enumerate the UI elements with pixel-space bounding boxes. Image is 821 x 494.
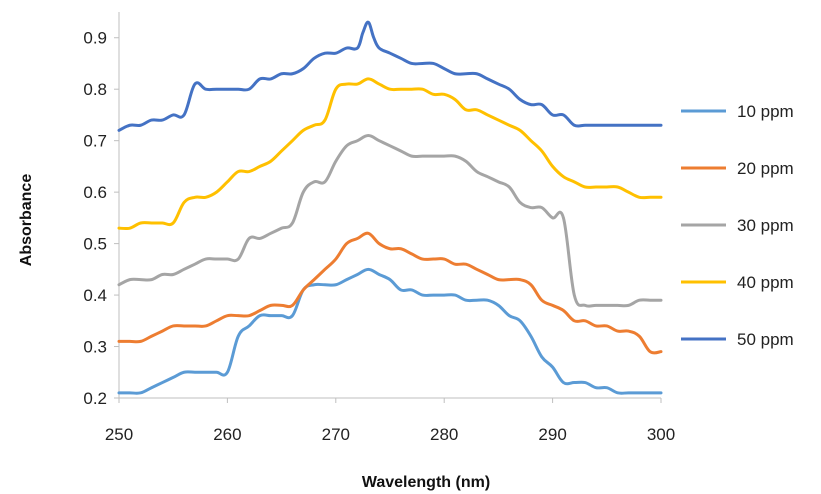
- series-line-10-ppm: [117, 267, 663, 395]
- legend-label: 40 ppm: [737, 273, 794, 292]
- series-line-50-ppm: [117, 20, 663, 132]
- legend-item: 20 ppm: [681, 159, 794, 178]
- legend-item: 50 ppm: [681, 330, 794, 349]
- y-tick-label: 0.6: [83, 183, 107, 202]
- y-tick-label: 0.5: [83, 235, 107, 254]
- x-tick-label: 250: [105, 425, 133, 444]
- x-tick-label: 280: [430, 425, 458, 444]
- series-lines: [117, 20, 663, 395]
- x-tick-label: 270: [322, 425, 350, 444]
- legend-item: 30 ppm: [681, 216, 794, 235]
- legend-label: 30 ppm: [737, 216, 794, 235]
- y-axis-title: Absorbance: [18, 174, 35, 267]
- y-axis: 0.2 0.3 0.4 0.5 0.6 0.7 0.8 0.9: [83, 12, 120, 408]
- y-tick-label: 0.3: [83, 338, 107, 357]
- series-line-30-ppm: [117, 134, 663, 308]
- x-tick-label: 300: [647, 425, 675, 444]
- x-tick-label: 260: [213, 425, 241, 444]
- x-axis: 250 260 270 280 290 300: [105, 397, 675, 444]
- legend-label: 50 ppm: [737, 330, 794, 349]
- y-tick-label: 0.2: [83, 389, 107, 408]
- legend: 10 ppm 20 ppm 30 ppm 40 ppm 50 ppm: [681, 102, 794, 349]
- y-tick-label: 0.8: [83, 80, 107, 99]
- legend-item: 40 ppm: [681, 273, 794, 292]
- y-tick-label: 0.7: [83, 132, 107, 151]
- series-line-20-ppm: [117, 231, 663, 355]
- series-line-40-ppm: [117, 77, 663, 231]
- legend-item: 10 ppm: [681, 102, 794, 121]
- y-tick-label: 0.9: [83, 29, 107, 48]
- x-axis-title: Wavelength (nm): [362, 474, 490, 491]
- legend-label: 20 ppm: [737, 159, 794, 178]
- y-tick-label: 0.4: [83, 286, 107, 305]
- legend-label: 10 ppm: [737, 102, 794, 121]
- x-tick-label: 290: [538, 425, 566, 444]
